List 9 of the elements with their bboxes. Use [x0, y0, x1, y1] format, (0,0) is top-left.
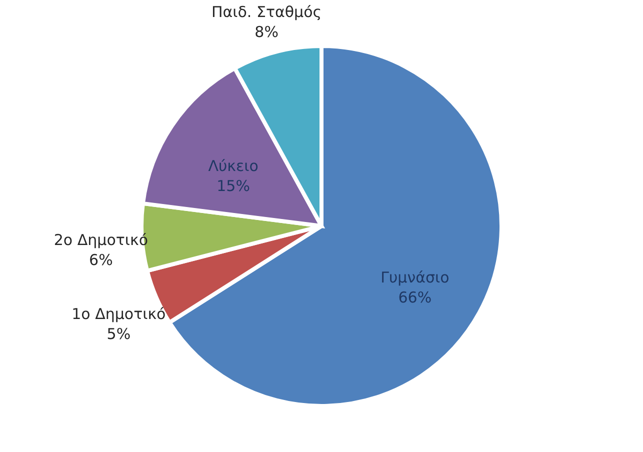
data-label: 6% [89, 250, 113, 269]
data-label: 5% [106, 324, 131, 343]
slice-label: Γυμνάσιο [380, 268, 450, 286]
slice-label: 1ο Δημοτικό [72, 304, 166, 323]
data-label: 8% [254, 22, 278, 41]
data-label: 66% [398, 288, 432, 306]
slice-label: Παιδ. Σταθμός [212, 2, 322, 21]
data-label: 15% [216, 177, 250, 196]
slice-label: Λύκειο [208, 157, 258, 176]
